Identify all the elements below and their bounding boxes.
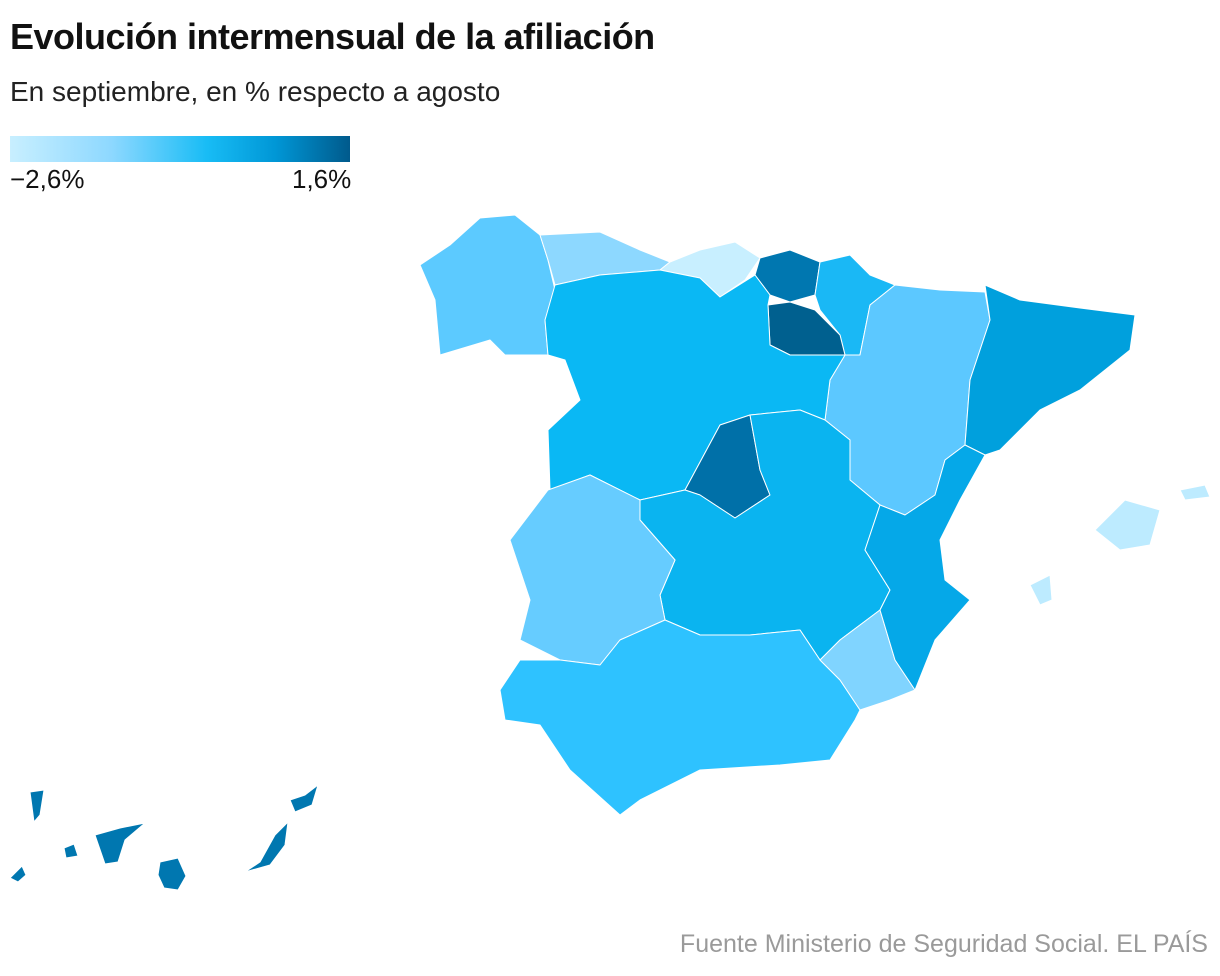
region-galicia[interactable]: [419, 214, 556, 356]
region-baleares[interactable]: [1029, 484, 1211, 606]
chart-subtitle: En septiembre, en % respecto a agosto: [10, 76, 501, 107]
legend-min-label: −2,6%: [10, 164, 85, 194]
chart-title: Evolución intermensual de la afiliación: [10, 16, 655, 57]
color-scale-legend: [10, 136, 350, 162]
legend-max-label: 1,6%: [292, 164, 352, 194]
source-note: Fuente Ministerio de Seguridad Social. E…: [679, 930, 1208, 958]
region-comunidad-valenciana[interactable]: [864, 444, 986, 691]
region-canarias[interactable]: [9, 784, 319, 891]
region-andalucia[interactable]: [499, 619, 861, 816]
region-cataluna[interactable]: [964, 284, 1136, 456]
